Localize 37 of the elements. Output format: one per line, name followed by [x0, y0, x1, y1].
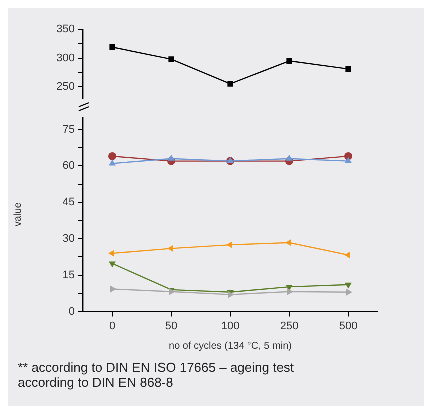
point — [286, 154, 293, 161]
point — [345, 282, 352, 289]
point — [108, 250, 114, 258]
point — [226, 242, 232, 249]
x-tick-label: 100 — [221, 320, 240, 332]
y-tick-label: 300 — [56, 52, 75, 64]
x-axis-title: no of cycles (134 °C, 5 min) — [169, 340, 292, 352]
point — [228, 81, 234, 87]
y-tick-label: 15 — [62, 269, 75, 282]
x-tick-label: 50 — [165, 320, 178, 332]
y-axis-title: value — [12, 202, 24, 227]
point — [286, 58, 292, 64]
text: ** according to DIN EN ISO 17665 – ageing test according to DIN EN 868-8 — [18, 360, 296, 390]
point — [288, 288, 294, 296]
y-tick-label: 75 — [62, 124, 75, 136]
y-tick-label: 350 — [56, 24, 75, 36]
point — [346, 66, 352, 72]
point — [168, 245, 174, 252]
point — [345, 157, 352, 164]
y-tick-label: 45 — [62, 196, 75, 209]
point — [108, 152, 116, 160]
point — [168, 154, 175, 161]
y-tick-label: 250 — [56, 80, 75, 93]
point — [168, 56, 174, 62]
point — [344, 252, 350, 259]
y-tick-label: 30 — [62, 233, 75, 246]
x-tick-label: 250 — [280, 320, 299, 332]
point — [110, 44, 116, 50]
y-tick-label: 0 — [68, 306, 75, 318]
point — [110, 286, 116, 293]
x-tick-label: 0 — [109, 320, 116, 332]
point — [109, 160, 116, 166]
point — [286, 239, 292, 246]
point — [109, 262, 116, 268]
point — [346, 288, 352, 296]
x-tick-label: 500 — [339, 320, 358, 332]
y-tick-label: 60 — [62, 160, 75, 172]
